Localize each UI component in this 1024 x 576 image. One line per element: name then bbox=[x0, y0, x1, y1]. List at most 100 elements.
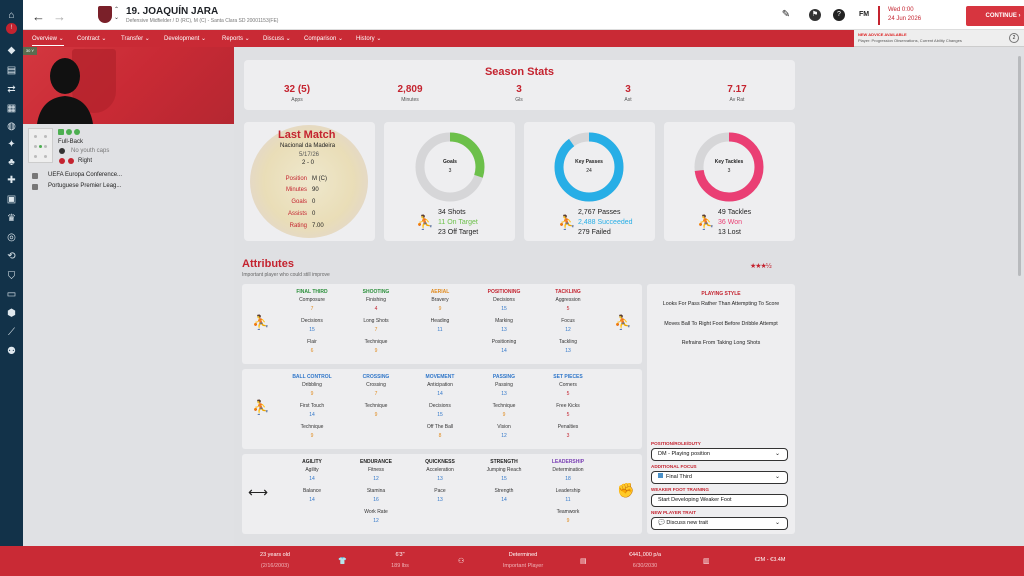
attribute-name[interactable]: Technique bbox=[364, 403, 388, 409]
attribute-name[interactable]: Bravery bbox=[431, 297, 449, 303]
attribute-name[interactable]: Positioning bbox=[491, 339, 517, 345]
home-icon[interactable]: ⌂ bbox=[8, 10, 15, 21]
key-tackles-card[interactable]: Key Tackles 3 ⛹ 49 Tackles 36 Won 13 Los… bbox=[664, 122, 795, 241]
attribute-name[interactable]: Work Rate bbox=[364, 509, 388, 515]
club-crest-icon[interactable] bbox=[98, 6, 112, 23]
club-icon[interactable]: ⚑ bbox=[809, 9, 821, 21]
club-icon[interactable]: ◆ bbox=[7, 45, 16, 56]
fm-menu[interactable]: FM bbox=[859, 11, 870, 18]
attribute-name[interactable]: Flair bbox=[307, 339, 317, 345]
shots-value: 34 bbox=[438, 209, 446, 216]
additional-focus-select[interactable]: Final Third ⌄ bbox=[651, 471, 788, 484]
medical-icon[interactable]: ✚ bbox=[7, 175, 16, 186]
tab-development[interactable]: Development ⌄ bbox=[164, 36, 207, 42]
attribute-name[interactable]: Balance bbox=[302, 488, 322, 494]
dynamics-icon[interactable]: ◍ bbox=[7, 121, 16, 132]
schedule-icon[interactable]: ▣ bbox=[6, 194, 17, 205]
attribute-name[interactable]: Marking bbox=[495, 318, 513, 324]
competition-1[interactable]: UEFA Europa Conference... bbox=[48, 172, 123, 178]
succeeded-line: 2,488 Succeeded bbox=[578, 219, 633, 226]
tab-contract[interactable]: Contract ⌄ bbox=[77, 36, 107, 42]
attribute-name[interactable]: Aggression bbox=[555, 297, 581, 303]
attribute-value: 15 bbox=[309, 327, 315, 333]
attribute-name[interactable]: Technique bbox=[492, 403, 516, 409]
back-arrow-icon[interactable]: ← bbox=[32, 9, 45, 24]
attribute-name[interactable]: Decisions bbox=[493, 297, 515, 303]
position-role-select[interactable]: DM - Playing position ⌄ bbox=[651, 448, 788, 461]
training-icon[interactable]: ♣ bbox=[8, 157, 15, 168]
position-pitch[interactable] bbox=[28, 128, 53, 163]
key-passes-card[interactable]: Key Passes 24 ⛹ 2,767 Passes 2,488 Succe… bbox=[524, 122, 655, 241]
attribute-name[interactable]: First Touch bbox=[299, 403, 325, 409]
attribute-name[interactable]: Finishing bbox=[365, 297, 386, 303]
attribute-name[interactable]: Vision bbox=[497, 424, 511, 430]
help-icon[interactable]: ? bbox=[833, 9, 845, 21]
attribute-name[interactable]: Penalties bbox=[557, 424, 579, 430]
attribute-name[interactable]: Acceleration bbox=[426, 467, 454, 473]
attribute-name[interactable]: Agility bbox=[305, 467, 319, 473]
finances-icon[interactable]: ▭ bbox=[6, 289, 17, 300]
stat-minutes: 2,809 Minutes bbox=[380, 84, 440, 103]
goals-card[interactable]: Goals 3 ⛹ 34 Shots 11 On Target 23 Off T… bbox=[384, 122, 515, 241]
continue-button[interactable]: CONTINUE › bbox=[966, 6, 1024, 26]
attribute-name[interactable]: Decisions bbox=[429, 403, 451, 409]
lost-line: 13 Lost bbox=[718, 229, 741, 236]
won-line: 36 Won bbox=[718, 219, 742, 226]
attribute-name[interactable]: Off The Ball bbox=[426, 424, 454, 430]
attribute-group-heading: TACKLING bbox=[555, 289, 581, 295]
tactics-icon[interactable]: ▦ bbox=[6, 103, 17, 114]
shooting-player-icon: ⛹ bbox=[416, 214, 434, 230]
scrollbar[interactable] bbox=[1018, 56, 1021, 276]
transfers-icon[interactable]: ⟲ bbox=[7, 251, 16, 262]
staff-icon[interactable]: ✦ bbox=[7, 139, 16, 150]
player-wage: €441,000 p/a bbox=[628, 552, 662, 558]
attribute-name[interactable]: Technique bbox=[300, 424, 324, 430]
attribute-name[interactable]: Jumping Reach bbox=[486, 467, 522, 473]
squad-icon[interactable]: ⇄ bbox=[7, 84, 16, 95]
forward-arrow-icon[interactable]: → bbox=[53, 9, 66, 24]
attribute-name[interactable]: Pace bbox=[434, 488, 446, 494]
edit-icon[interactable]: ✎ bbox=[781, 9, 791, 20]
tab-overview[interactable]: Overview ⌄ bbox=[32, 36, 64, 46]
tab-transfer[interactable]: Transfer ⌄ bbox=[121, 36, 150, 42]
attribute-name[interactable]: Anticipation bbox=[427, 382, 453, 388]
attribute-name[interactable]: Fitness bbox=[367, 467, 385, 473]
attribute-name[interactable]: Decisions bbox=[301, 318, 323, 324]
attribute-name[interactable]: Teamwork bbox=[556, 509, 580, 515]
people-icon[interactable]: ⚉ bbox=[7, 346, 16, 357]
attribute-name[interactable]: Dribbling bbox=[302, 382, 322, 388]
attribute-name[interactable]: Tackling bbox=[558, 339, 578, 345]
weak-foot-button[interactable]: Start Developing Weaker Foot bbox=[651, 494, 788, 507]
competition-2[interactable]: Portuguese Premier Leag... bbox=[48, 183, 122, 189]
advice-panel[interactable]: NEW ADVICE AVAILABLE Player: Progression… bbox=[854, 30, 1024, 47]
last-match-card[interactable]: Last Match Nacional da Madeira 5/17/26 2… bbox=[244, 122, 375, 241]
attribute-name[interactable]: Long Shots bbox=[363, 318, 389, 324]
attribute-name[interactable]: Determination bbox=[552, 467, 584, 473]
attribute-name[interactable]: Passing bbox=[495, 382, 513, 388]
inbox-icon[interactable]: ▤ bbox=[6, 65, 17, 76]
notification-icon[interactable]: ! bbox=[6, 23, 17, 34]
dev-centre-icon[interactable]: ⬢ bbox=[7, 308, 16, 319]
attribute-name[interactable]: Free Kicks bbox=[556, 403, 580, 409]
attribute-name[interactable]: Focus bbox=[561, 318, 575, 324]
attribute-name[interactable]: Strength bbox=[494, 488, 514, 494]
tab-comparison[interactable]: Comparison ⌄ bbox=[304, 36, 344, 42]
scouting-icon[interactable]: ◎ bbox=[7, 232, 16, 243]
tab-history[interactable]: History ⌄ bbox=[356, 36, 382, 42]
attribute-name[interactable]: Leadership bbox=[555, 488, 581, 494]
data-hub-icon[interactable]: ⟋ bbox=[8, 327, 15, 338]
on-target-value: 11 bbox=[438, 219, 446, 226]
passes-ring bbox=[554, 132, 624, 202]
attribute-name[interactable]: Corners bbox=[559, 382, 577, 388]
competitions-icon[interactable]: ♛ bbox=[7, 213, 16, 224]
attribute-name[interactable]: Stamina bbox=[366, 488, 386, 494]
attribute-name[interactable]: Technique bbox=[364, 339, 388, 345]
club-vision-icon[interactable]: ⛉ bbox=[7, 271, 16, 282]
tab-discuss[interactable]: Discuss ⌄ bbox=[263, 36, 291, 42]
attribute-name[interactable]: Composure bbox=[299, 297, 325, 303]
attribute-name[interactable]: Heading bbox=[430, 318, 450, 324]
tab-reports[interactable]: Reports ⌄ bbox=[222, 36, 250, 42]
attribute-name[interactable]: Crossing bbox=[366, 382, 386, 388]
new-trait-select[interactable]: 💬 Discuss new trait ⌄ bbox=[651, 517, 788, 530]
player-switch-icon[interactable]: ⌃ ⌄ bbox=[114, 7, 120, 21]
